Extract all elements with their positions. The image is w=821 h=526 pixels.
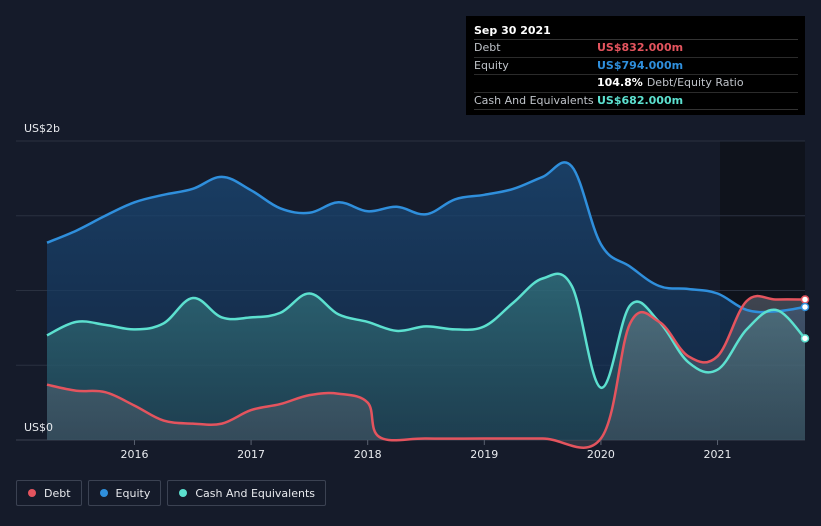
series-areas: [47, 162, 805, 448]
tooltip-panel: Sep 30 2021 Debt US$832.000m Equity US$7…: [466, 16, 805, 115]
y-axis-top-label: US$2b: [24, 122, 61, 135]
cash-and-equivalents-line: [46, 272, 806, 389]
equity-end-marker: [800, 302, 810, 312]
tooltip-ratio-spacer: [474, 75, 597, 92]
legend: Debt Equity Cash And Equivalents: [16, 480, 326, 506]
debt-dot-icon: [28, 489, 36, 497]
x-tick-label-2018: 2018: [354, 448, 382, 461]
x-tick-label-2017: 2017: [237, 448, 265, 461]
legend-debt-label: Debt: [44, 486, 71, 500]
tooltip-row-ratio: 104.8% Debt/Equity Ratio: [474, 75, 798, 93]
cash-and-equivalents-end-marker: [800, 334, 810, 343]
tooltip-ratio-label: Debt/Equity Ratio: [646, 76, 744, 89]
cash-dot-icon: [179, 489, 188, 497]
x-tick-label-2021: 2021: [704, 448, 732, 461]
equity-line: [46, 161, 806, 314]
debt-end-marker: [800, 295, 810, 304]
tooltip-row-debt: Debt US$832.000m: [474, 40, 798, 58]
legend-item-cash[interactable]: Cash And Equivalents: [167, 480, 326, 506]
legend-item-debt[interactable]: Debt: [16, 480, 82, 506]
series-lines: [46, 161, 806, 449]
tooltip-equity-value: US$794.000m: [597, 58, 684, 72]
tooltip-equity-label: Equity: [474, 58, 509, 72]
legend-equity-label: Equity: [115, 486, 151, 500]
legend-item-equity[interactable]: Equity: [87, 480, 162, 506]
debt-area: [47, 296, 805, 448]
x-tick-label-2019: 2019: [470, 448, 498, 461]
equity-dot-icon: [99, 489, 108, 497]
legend-cash-label: Cash And Equivalents: [195, 486, 315, 500]
y-axis-bottom-label: US$0: [24, 421, 54, 434]
tooltip-cash-value: US$682.000m: [597, 93, 684, 107]
tooltip-row-equity: Equity US$794.000m: [474, 58, 798, 75]
x-tick-label-2020: 2020: [587, 448, 615, 461]
tooltip-debt-value: US$832.000m: [597, 41, 684, 54]
tooltip-cash-label: Cash And Equivalents: [474, 93, 594, 107]
x-tick-label-2016: 2016: [120, 448, 148, 461]
end-markers: [800, 295, 810, 343]
tooltip-date: Sep 30 2021: [474, 22, 798, 40]
tooltip-row-cash: Cash And Equivalents US$682.000m: [474, 93, 798, 110]
tooltip-debt-label: Debt: [474, 41, 501, 54]
x-axis: 2016 2017 2018 2019 2020 2021: [120, 440, 732, 461]
debt-line: [46, 294, 806, 449]
tooltip-ratio-value: 104.8%: [597, 76, 643, 89]
